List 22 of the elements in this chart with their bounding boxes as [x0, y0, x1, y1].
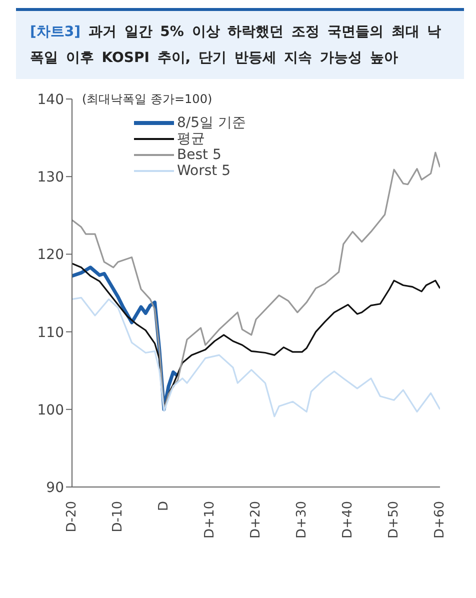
- x-tick-label: D-10: [110, 501, 126, 532]
- chart-title: [차트3] 과거 일간 5% 이상 하락했던 조정 국면들의 최대 낙폭일 이후 KOSPI 추이, 단기 반등세 지속 가능성 높아: [16, 8, 464, 79]
- x-tick-label: D+60: [432, 501, 448, 538]
- y-tick-label: 90: [46, 480, 64, 496]
- legend-label: Best 5: [177, 147, 222, 163]
- line-series: [72, 296, 440, 418]
- x-tick-label: D-20: [64, 501, 80, 532]
- y-tick-label: 120: [37, 247, 64, 264]
- y-tick-label: 130: [37, 170, 64, 186]
- x-tick-label: D+40: [340, 501, 356, 538]
- legend-label: Worst 5: [177, 163, 230, 179]
- legend-label: 8/5일 기준: [177, 115, 246, 131]
- y-tick-label: 140: [37, 92, 64, 108]
- x-tick-label: D: [156, 501, 172, 512]
- x-tick-label: D+10: [202, 501, 218, 538]
- y-tick-label: 110: [37, 324, 64, 341]
- x-tick-label: D+20: [248, 501, 264, 538]
- annotation: (최대낙폭일 종가=100): [80, 91, 214, 108]
- x-tick-label: D+50: [386, 501, 402, 538]
- legend-label: 평균: [177, 131, 205, 147]
- y-tick-label: 100: [37, 402, 64, 418]
- x-tick-label: D+30: [294, 501, 310, 538]
